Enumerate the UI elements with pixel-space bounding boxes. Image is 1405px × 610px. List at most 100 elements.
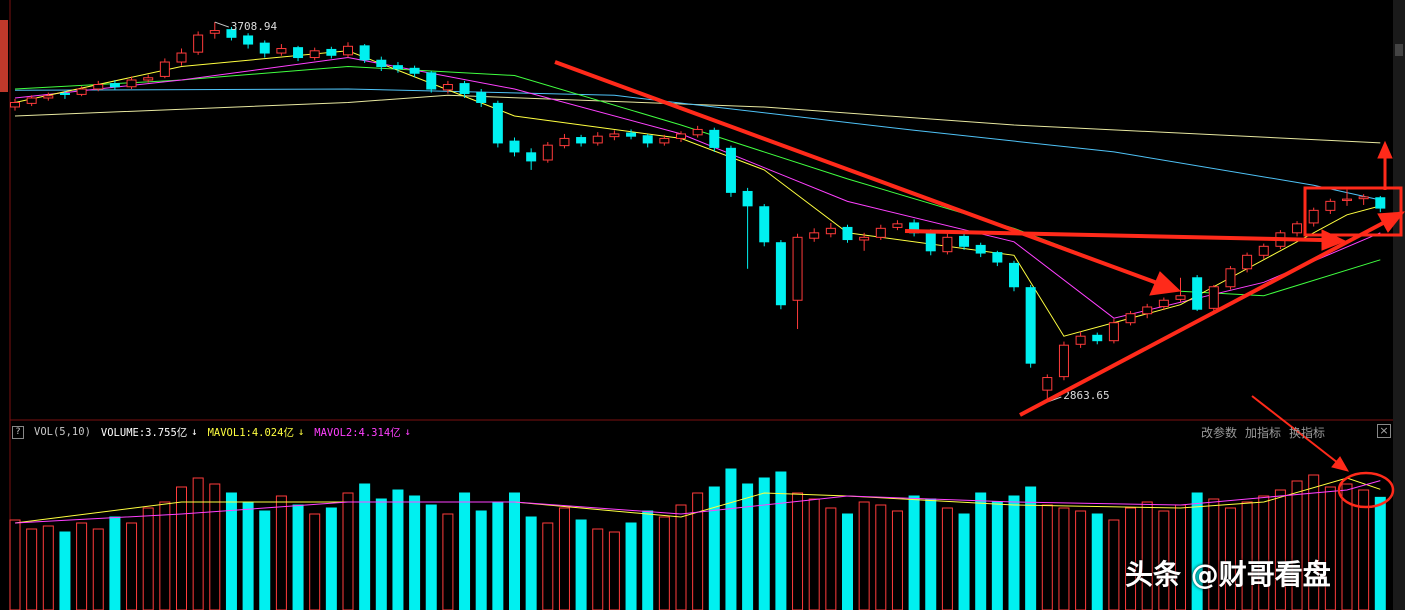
candle-body xyxy=(992,252,1003,263)
candle-body xyxy=(293,47,304,59)
candle-body xyxy=(1142,306,1153,315)
volume-bar xyxy=(1324,486,1336,610)
candle-body xyxy=(842,226,853,241)
candle-body xyxy=(1258,245,1269,256)
volume-bar xyxy=(808,498,820,610)
volume-bar xyxy=(176,486,187,610)
volume-bar xyxy=(142,507,154,610)
toolbar-button[interactable]: 改参数 xyxy=(1200,426,1237,440)
volume-bar xyxy=(26,528,38,610)
candle-body xyxy=(392,65,403,70)
candle-body xyxy=(1025,287,1036,364)
volume-bar xyxy=(1125,507,1137,610)
trend-arrow: ↓ xyxy=(191,426,198,438)
arrow-line xyxy=(1019,220,1386,417)
candle-body xyxy=(326,48,337,56)
volume-bar xyxy=(658,516,670,610)
candle-body xyxy=(659,137,670,144)
price-pane: 3708.94 2863.65 xyxy=(10,20,1386,403)
candle-body xyxy=(925,231,936,252)
volume-bar xyxy=(126,522,138,610)
candle-body xyxy=(1075,335,1086,345)
toolbar-button[interactable]: 换指标 xyxy=(1288,426,1325,440)
candle-body xyxy=(709,129,720,148)
arrow-line xyxy=(554,60,1161,286)
volume-bar xyxy=(209,483,221,610)
volume-bar xyxy=(1191,492,1203,610)
indicator-name: VOL(5,10) xyxy=(34,426,91,438)
highlight-ellipse xyxy=(1337,471,1395,509)
side-tab xyxy=(0,20,8,92)
volume-bar xyxy=(392,489,404,610)
volume-bar xyxy=(991,501,1003,610)
candle-body xyxy=(892,223,903,228)
volume-bar xyxy=(842,513,853,610)
volume-bar xyxy=(858,501,870,610)
candle-body xyxy=(1108,322,1119,342)
volume-bar xyxy=(1158,510,1170,610)
volume-bar xyxy=(442,513,454,610)
candle-body xyxy=(1375,197,1386,209)
volume-header: ? VOL(5,10) VOLUME:3.755亿 ↓ MAVOL1:4.024亿 ↓… xyxy=(12,424,411,440)
volume-bar xyxy=(558,507,570,610)
indicator-value: MAVOL1:4.024亿 xyxy=(207,426,294,439)
candle-body xyxy=(409,67,420,74)
volume-bar xyxy=(825,507,837,610)
candle-body xyxy=(442,83,453,91)
candle-body xyxy=(1292,223,1303,234)
candle-body xyxy=(975,244,986,254)
candle-body xyxy=(459,83,470,94)
volume-bar xyxy=(475,510,487,610)
volume-bar xyxy=(1025,486,1037,610)
volume-bar xyxy=(1224,507,1236,610)
volume-bar xyxy=(359,483,371,610)
arrow-line xyxy=(904,229,1323,242)
close-button[interactable]: × xyxy=(1377,424,1391,438)
volume-bar xyxy=(1141,501,1153,610)
volume-bar xyxy=(1075,510,1087,610)
candle-body xyxy=(109,83,120,88)
volume-bar xyxy=(109,516,121,610)
toolbar-button[interactable]: 加指标 xyxy=(1244,426,1281,440)
volume-bar xyxy=(9,519,21,610)
candle-body xyxy=(642,135,653,144)
candle-body xyxy=(692,128,703,136)
volume-bar xyxy=(275,495,287,610)
candle-body xyxy=(276,48,287,54)
candle-body xyxy=(509,140,520,153)
scroll-thumb xyxy=(1395,44,1403,56)
moving-average xyxy=(14,56,1381,319)
candle-body xyxy=(1042,377,1053,391)
candle-body xyxy=(76,88,87,95)
candle-body xyxy=(609,133,620,138)
volume-bar xyxy=(192,477,204,610)
volume-bar xyxy=(875,504,887,610)
candle-body xyxy=(1208,286,1219,309)
volume-bar xyxy=(1358,489,1370,610)
candle-body xyxy=(93,83,104,90)
scrollbar xyxy=(1393,0,1405,610)
toolbar: 改参数 加指标 换指标 xyxy=(1201,424,1325,440)
volume-bar xyxy=(509,492,520,610)
volume-bar xyxy=(1041,504,1053,610)
volume-bar xyxy=(675,504,687,610)
volume-bar xyxy=(958,513,970,610)
candle-body xyxy=(359,45,370,61)
candle-body xyxy=(26,97,37,104)
candle-body xyxy=(592,135,603,144)
moving-average xyxy=(14,94,1381,144)
candle-body xyxy=(775,242,786,306)
candle-body xyxy=(226,29,237,38)
volume-bar xyxy=(459,492,471,610)
volume-bar xyxy=(1241,501,1253,610)
candle-body xyxy=(376,59,387,68)
candle-body xyxy=(676,133,686,139)
volume-bar xyxy=(742,483,754,610)
candle-body xyxy=(1125,313,1136,324)
help-button[interactable]: ? xyxy=(12,425,24,439)
moving-average xyxy=(14,88,1381,201)
volume-bar xyxy=(325,507,337,610)
candle-body xyxy=(626,132,637,137)
